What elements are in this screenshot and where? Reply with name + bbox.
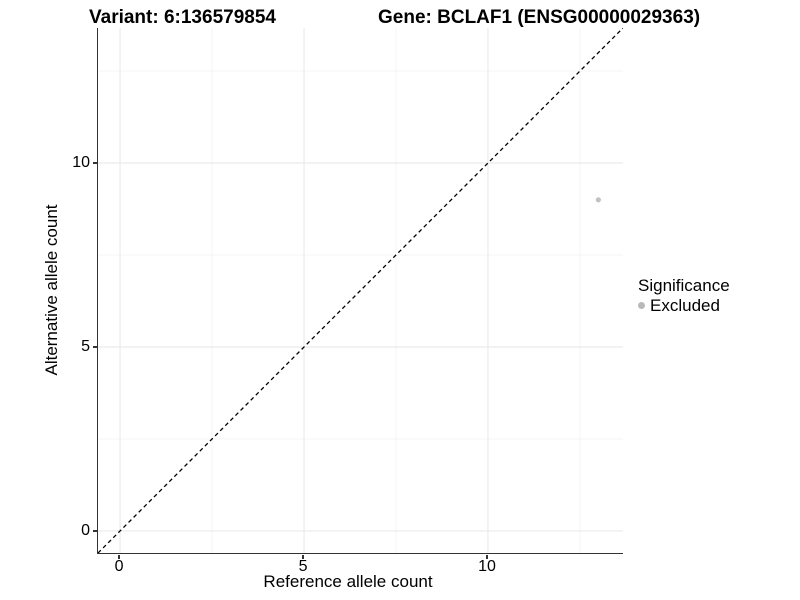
data-point-excluded bbox=[595, 197, 601, 203]
legend-title: Significance bbox=[638, 276, 730, 295]
plot-panel bbox=[97, 28, 623, 554]
gene-title: Gene: BCLAF1 (ENSG00000029363) bbox=[378, 7, 701, 28]
identity-line bbox=[98, 28, 623, 553]
x-tick-label: 5 bbox=[298, 558, 308, 575]
legend: Significance Excluded bbox=[638, 276, 730, 315]
legend-item-label: Excluded bbox=[650, 296, 720, 315]
chart-canvas bbox=[98, 28, 623, 553]
y-axis-tick bbox=[92, 530, 97, 532]
variant-title: Variant: 6:136579854 bbox=[89, 7, 276, 28]
y-axis-tick bbox=[92, 162, 97, 164]
x-tick-label: 10 bbox=[478, 558, 496, 575]
x-axis-tick bbox=[118, 554, 120, 559]
x-axis-title: Reference allele count bbox=[263, 572, 433, 591]
x-axis-tick bbox=[486, 554, 488, 559]
y-tick-label: 0 bbox=[81, 521, 90, 539]
y-tick-label: 10 bbox=[72, 154, 90, 172]
y-tick-label: 5 bbox=[81, 337, 90, 355]
x-tick-label: 0 bbox=[114, 558, 124, 575]
y-axis-tick bbox=[92, 346, 97, 348]
legend-item-excluded: Excluded bbox=[638, 296, 730, 315]
excluded-point-key-icon bbox=[638, 302, 645, 309]
x-axis-tick bbox=[302, 554, 304, 559]
